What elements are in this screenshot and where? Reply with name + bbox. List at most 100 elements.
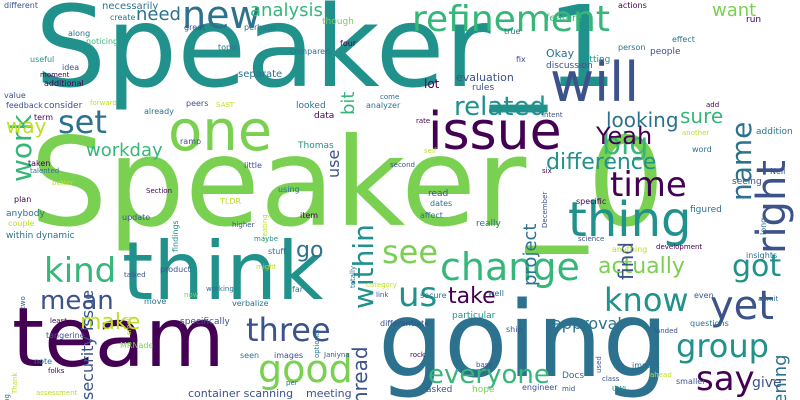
word-really: really <box>476 219 501 229</box>
word-compared: compared <box>290 47 331 56</box>
word-yet: yet <box>710 283 774 329</box>
word-feature: feature <box>546 13 583 24</box>
word-questions: questions <box>690 319 729 328</box>
word-one: one <box>168 99 273 164</box>
word-seeing: seeing <box>732 177 762 187</box>
word-difference: difference <box>546 150 657 175</box>
word-meeting: meeting <box>306 387 352 400</box>
word-topic: topic <box>218 43 238 52</box>
word-analysis: analysis <box>250 0 323 21</box>
word-us: us <box>398 275 438 315</box>
word-speaker-1: Speaker_1 <box>35 0 618 113</box>
word-affect: affect <box>420 211 443 220</box>
word-feedback: feedback <box>6 101 43 110</box>
word-forward: forward <box>90 99 117 107</box>
word-related: related <box>454 92 546 122</box>
word-say: say <box>696 359 755 399</box>
word-rock: rock <box>410 351 425 359</box>
word-already: already <box>144 107 174 116</box>
word-note: note <box>34 357 53 366</box>
word-another: another <box>682 129 710 137</box>
word-asked: asked <box>426 385 453 395</box>
word-looking: looking <box>606 108 679 132</box>
word-way: way <box>6 114 47 138</box>
word-even: even <box>694 291 714 300</box>
word-peers: peers <box>186 99 209 108</box>
word-big: big <box>602 127 649 162</box>
word-sast: SAST <box>216 101 235 109</box>
word-set: set <box>58 103 107 141</box>
word-refinement: refinement <box>412 0 610 40</box>
word-got: got <box>732 249 782 284</box>
word-true: true <box>504 27 521 36</box>
word-great: great <box>184 23 206 32</box>
word-particular: particular <box>452 311 496 321</box>
word-plan: plan <box>14 195 32 204</box>
word-specifically: specifically <box>180 317 230 327</box>
word-anybody: anybody <box>6 209 45 219</box>
word-used: used <box>595 356 603 373</box>
word-impact: impact <box>632 361 660 370</box>
word-anything: anything <box>612 245 648 254</box>
word-dates: dates <box>430 199 453 208</box>
word-different: different <box>4 1 38 10</box>
word-thomas: Thomas <box>298 141 334 151</box>
word-within-dynamic: within dynamic <box>6 231 75 241</box>
word-section: Section <box>146 187 173 195</box>
word-landed: landed <box>654 327 678 335</box>
word-seen: seen <box>240 351 260 360</box>
word-idea: idea <box>62 63 80 72</box>
word-container-scanning: container scanning <box>188 387 294 400</box>
word-separate: separate <box>238 69 283 80</box>
word-maybe: maybe <box>254 235 279 243</box>
word-give: give <box>752 375 782 391</box>
word-janiyna: Janiyna <box>324 351 350 359</box>
word-actions: actions <box>618 1 647 10</box>
word-item: item <box>300 211 319 220</box>
word-use: use <box>324 149 343 178</box>
word-approval: approval <box>552 314 622 333</box>
word-now: now <box>184 291 199 299</box>
word-will: will <box>550 51 640 114</box>
word-lot: lot <box>424 77 440 91</box>
word-useful: useful <box>30 55 55 64</box>
word-moment: moment <box>40 71 70 79</box>
word-ahead: ahead <box>650 371 672 379</box>
word-move: move <box>144 297 167 306</box>
word-working: working <box>206 285 234 293</box>
word-tangerine: tangerine <box>46 331 85 340</box>
word-addition: addition <box>756 127 793 137</box>
word-might: might <box>256 263 277 271</box>
word-images: images <box>274 351 304 360</box>
word-thing: thing <box>568 192 692 248</box>
word-team: team <box>12 291 225 386</box>
word-using: using <box>278 185 300 194</box>
word-value: value <box>4 91 26 100</box>
word-rate: rate <box>416 117 431 125</box>
word-docs: Docs <box>562 371 585 381</box>
word-yeah-main: Yeah <box>596 122 653 150</box>
word-long: long <box>759 217 768 235</box>
word-small: small <box>125 316 133 335</box>
word-new: new <box>182 0 261 37</box>
word-least: least <box>50 317 67 325</box>
word-come: come <box>380 93 400 101</box>
word-better: better <box>52 179 74 187</box>
word-little: little <box>244 161 262 170</box>
word-higher: higher <box>232 221 255 229</box>
word-time: time <box>610 165 687 205</box>
word-ramp: ramp <box>180 137 202 146</box>
word-everyone: everyone <box>428 360 550 390</box>
word-additional: additional <box>44 79 84 88</box>
word-insights: insights <box>746 251 778 260</box>
word-necessarily: necessarily <box>102 1 159 12</box>
word-folks: folks <box>48 367 65 375</box>
word-uwi: UWI <box>612 385 627 393</box>
word-see: see <box>382 233 439 271</box>
word-think: think <box>122 225 324 318</box>
word-sure: sure <box>680 104 724 128</box>
word-noticing: noticing <box>86 37 119 46</box>
word-stuff: stuff <box>268 247 286 256</box>
word-rules: rules <box>472 83 495 93</box>
